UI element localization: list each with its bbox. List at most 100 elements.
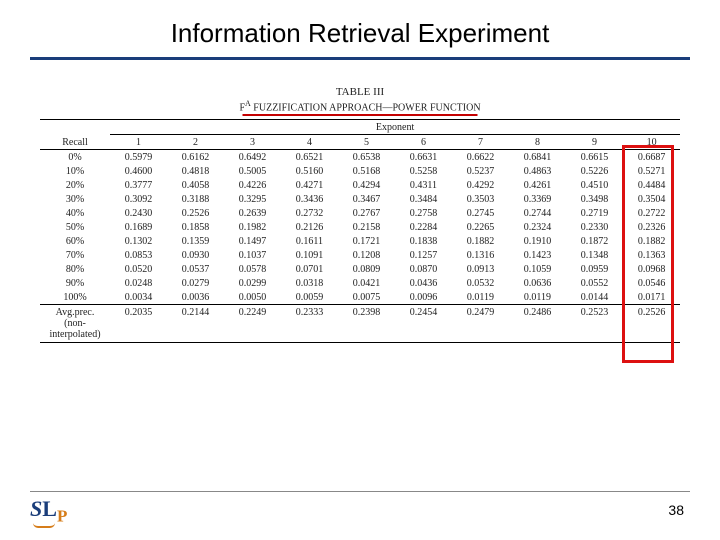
- table-subcaption: FA FUZZIFICATION APPROACH—POWER FUNCTION: [40, 99, 680, 113]
- table-row: 0%0.59790.61620.64920.65210.65380.66310.…: [40, 150, 680, 165]
- data-cell: 0.0701: [281, 262, 338, 276]
- data-cell: 0.6841: [509, 150, 566, 165]
- data-cell: 0.0034: [110, 290, 167, 305]
- data-cell: 0.1316: [452, 248, 509, 262]
- recall-label: 40%: [40, 206, 110, 220]
- recall-label: 20%: [40, 178, 110, 192]
- data-cell: 0.0318: [281, 276, 338, 290]
- data-cell: 0.4818: [167, 164, 224, 178]
- data-cell: 0.2732: [281, 206, 338, 220]
- data-cell: 0.0520: [110, 262, 167, 276]
- data-cell: 0.2745: [452, 206, 509, 220]
- recall-label: 100%: [40, 290, 110, 305]
- avg-cell: 0.2523: [566, 305, 623, 319]
- col-header: 6: [395, 135, 452, 150]
- avg-cell: 0.2479: [452, 305, 509, 319]
- data-cell: 0.4261: [509, 178, 566, 192]
- data-cell: 0.6492: [224, 150, 281, 165]
- col-header: 4: [281, 135, 338, 150]
- data-cell: 0.0809: [338, 262, 395, 276]
- data-cell: 0.0119: [509, 290, 566, 305]
- data-cell: 0.2744: [509, 206, 566, 220]
- logo-p: P: [57, 506, 67, 525]
- col-header: 10: [623, 135, 680, 150]
- logo-l: L: [42, 496, 57, 521]
- blank-header: [40, 120, 110, 135]
- recall-header: Recall: [40, 135, 110, 150]
- data-cell: 0.1359: [167, 234, 224, 248]
- data-cell: 0.0059: [281, 290, 338, 305]
- data-cell: 0.4484: [623, 178, 680, 192]
- data-cell: 0.1838: [395, 234, 452, 248]
- data-cell: 0.3436: [281, 192, 338, 206]
- table-row: 80%0.05200.05370.05780.07010.08090.08700…: [40, 262, 680, 276]
- data-cell: 0.1348: [566, 248, 623, 262]
- col-header: 1: [110, 135, 167, 150]
- data-cell: 0.0968: [623, 262, 680, 276]
- data-cell: 0.0299: [224, 276, 281, 290]
- data-cell: 0.0552: [566, 276, 623, 290]
- data-cell: 0.0636: [509, 276, 566, 290]
- data-cell: 0.0144: [566, 290, 623, 305]
- data-cell: 0.1423: [509, 248, 566, 262]
- data-cell: 0.3777: [110, 178, 167, 192]
- data-cell: 0.0248: [110, 276, 167, 290]
- data-cell: 0.1497: [224, 234, 281, 248]
- avg-cell: 0.2035: [110, 305, 167, 319]
- data-cell: 0.2639: [224, 206, 281, 220]
- logo-underline: [33, 523, 55, 528]
- col-header: 2: [167, 135, 224, 150]
- data-cell: 0.0930: [167, 248, 224, 262]
- data-cell: 0.5226: [566, 164, 623, 178]
- data-cell: 0.6615: [566, 150, 623, 165]
- data-cell: 0.2126: [281, 220, 338, 234]
- data-cell: 0.4226: [224, 178, 281, 192]
- recall-label: 0%: [40, 150, 110, 165]
- data-cell: 0.4311: [395, 178, 452, 192]
- avg-cell: 0.2144: [167, 305, 224, 319]
- data-cell: 0.2767: [338, 206, 395, 220]
- table-row: 10%0.46000.48180.50050.51600.51680.52580…: [40, 164, 680, 178]
- data-cell: 0.4294: [338, 178, 395, 192]
- data-cell: 0.5168: [338, 164, 395, 178]
- data-cell: 0.1611: [281, 234, 338, 248]
- data-cell: 0.0870: [395, 262, 452, 276]
- recall-label: 80%: [40, 262, 110, 276]
- data-cell: 0.3498: [566, 192, 623, 206]
- data-cell: 0.0119: [452, 290, 509, 305]
- data-cell: 0.1858: [167, 220, 224, 234]
- data-cell: 0.0436: [395, 276, 452, 290]
- recall-label: 60%: [40, 234, 110, 248]
- avg-cell: 0.2454: [395, 305, 452, 319]
- data-cell: 0.2430: [110, 206, 167, 220]
- exponent-header: Exponent: [110, 120, 680, 135]
- page-title: Information Retrieval Experiment: [30, 18, 690, 49]
- data-cell: 0.1910: [509, 234, 566, 248]
- data-cell: 0.3504: [623, 192, 680, 206]
- data-cell: 0.1882: [452, 234, 509, 248]
- data-cell: 0.1689: [110, 220, 167, 234]
- title-underline: [30, 57, 690, 60]
- col-header: 5: [338, 135, 395, 150]
- avg-cell: 0.2249: [224, 305, 281, 319]
- data-cell: 0.6622: [452, 150, 509, 165]
- footer-line: [30, 491, 690, 492]
- data-cell: 0.6521: [281, 150, 338, 165]
- data-cell: 0.3295: [224, 192, 281, 206]
- data-cell: 0.0075: [338, 290, 395, 305]
- data-cell: 0.1059: [509, 262, 566, 276]
- data-cell: 0.4271: [281, 178, 338, 192]
- table-container: TABLE III FA FUZZIFICATION APPROACH—POWE…: [40, 86, 680, 343]
- data-cell: 0.4863: [509, 164, 566, 178]
- data-cell: 0.0050: [224, 290, 281, 305]
- data-cell: 0.2719: [566, 206, 623, 220]
- red-underline: [243, 114, 478, 116]
- table-row: 70%0.08530.09300.10370.10910.12080.12570…: [40, 248, 680, 262]
- recall-label: 70%: [40, 248, 110, 262]
- col-header: 3: [224, 135, 281, 150]
- avg-cell: 0.2486: [509, 305, 566, 319]
- col-header: 8: [509, 135, 566, 150]
- data-cell: 0.6162: [167, 150, 224, 165]
- data-cell: 0.4600: [110, 164, 167, 178]
- data-cell: 0.6687: [623, 150, 680, 165]
